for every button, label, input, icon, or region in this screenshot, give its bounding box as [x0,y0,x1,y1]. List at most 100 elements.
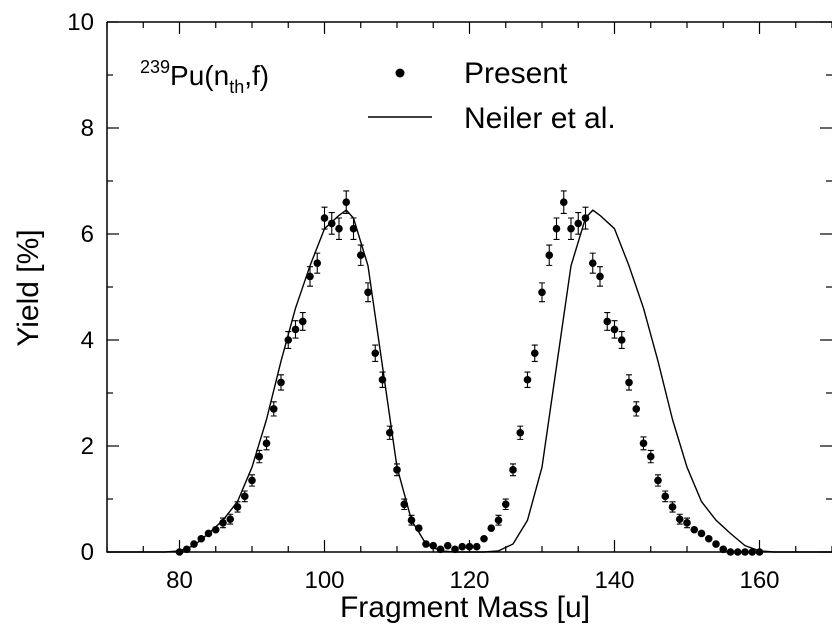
data-point [335,224,343,233]
data-point [175,548,184,556]
y-tick-label: 4 [81,327,94,354]
data-point [639,439,648,448]
data-point [451,545,459,554]
x-axis-ticks: 80 100 120 140 160 [106,22,832,594]
data-point [436,545,445,554]
data-point [262,439,271,448]
data-point [226,515,235,523]
legend: Present Neiler et al. [368,57,616,135]
data-point [668,503,677,511]
data-point [726,548,735,556]
data-point [458,542,467,551]
data-point [349,224,358,233]
reaction-tail: ,f) [244,60,269,91]
reaction-mass: 239 [140,57,170,77]
reaction-subscript: th [229,77,244,97]
legend-marker-present [395,68,405,78]
data-point [385,428,394,437]
data-point [523,375,532,384]
data-point [654,476,662,485]
data-point [559,198,568,206]
data-point [233,503,242,511]
data-point [182,545,191,554]
data-point [342,198,351,206]
data-point [530,349,539,358]
data-point [291,325,300,334]
legend-label-neiler: Neiler et al. [464,102,616,135]
data-point [407,516,416,524]
data-point [552,224,561,233]
x-tick-label: 120 [449,567,489,594]
data-point [393,466,401,474]
data-point [646,452,655,461]
data-point [320,214,329,222]
data-point [443,541,452,550]
data-point [596,272,604,281]
data-point [545,251,554,259]
data-point [327,219,336,228]
y-tick-label: 8 [81,115,94,142]
data-point [472,542,481,551]
data-point [567,224,575,233]
data-point [487,524,496,532]
y-axis-label: Yield [%] [12,229,45,346]
data-point [240,492,249,501]
data-point [712,540,720,548]
data-point [516,428,525,437]
data-point [465,542,474,551]
y-tick-label: 2 [81,433,94,460]
data-point [190,540,198,548]
x-tick-label: 100 [304,567,344,594]
data-point [690,525,699,534]
data-point [211,525,220,534]
data-point [755,548,764,556]
series-neiler-line [107,209,832,553]
data-point [675,515,684,523]
data-point [617,336,626,344]
data-point [603,317,612,326]
data-point [277,378,285,387]
data-point [588,259,597,267]
data-point [610,325,619,334]
data-point [248,476,256,485]
data-point [733,548,742,556]
legend-label-present: Present [464,57,568,90]
data-point [741,548,749,556]
data-point [632,405,641,413]
data-point [414,524,423,532]
data-point [480,534,488,543]
data-point [204,529,213,538]
data-point [306,272,314,281]
x-axis-label: Fragment Mass [u] [340,591,590,624]
x-tick-label: 80 [166,567,193,594]
data-point [661,492,670,501]
data-point [313,259,322,267]
data-point [494,516,503,524]
y-tick-label: 6 [81,221,94,248]
x-tick-label: 160 [739,567,779,594]
data-point [197,534,206,543]
data-point [371,349,380,358]
data-point [400,500,409,509]
data-point [269,405,278,413]
data-point [719,545,728,554]
data-point [748,548,757,556]
data-point [422,540,430,548]
y-tick-label: 10 [67,9,94,36]
data-point [625,378,633,387]
data-point [574,219,583,228]
data-point [378,375,387,384]
data-point [429,541,438,550]
data-point [298,317,307,326]
data-point [284,336,293,344]
data-point [364,288,372,297]
data-point [219,519,227,527]
data-point [501,500,510,509]
data-point [255,452,264,461]
x-tick-label: 140 [594,567,634,594]
series-present-points [175,190,764,556]
data-point [509,466,517,474]
data-point [683,519,691,527]
reaction-element: Pu(n [170,60,229,91]
